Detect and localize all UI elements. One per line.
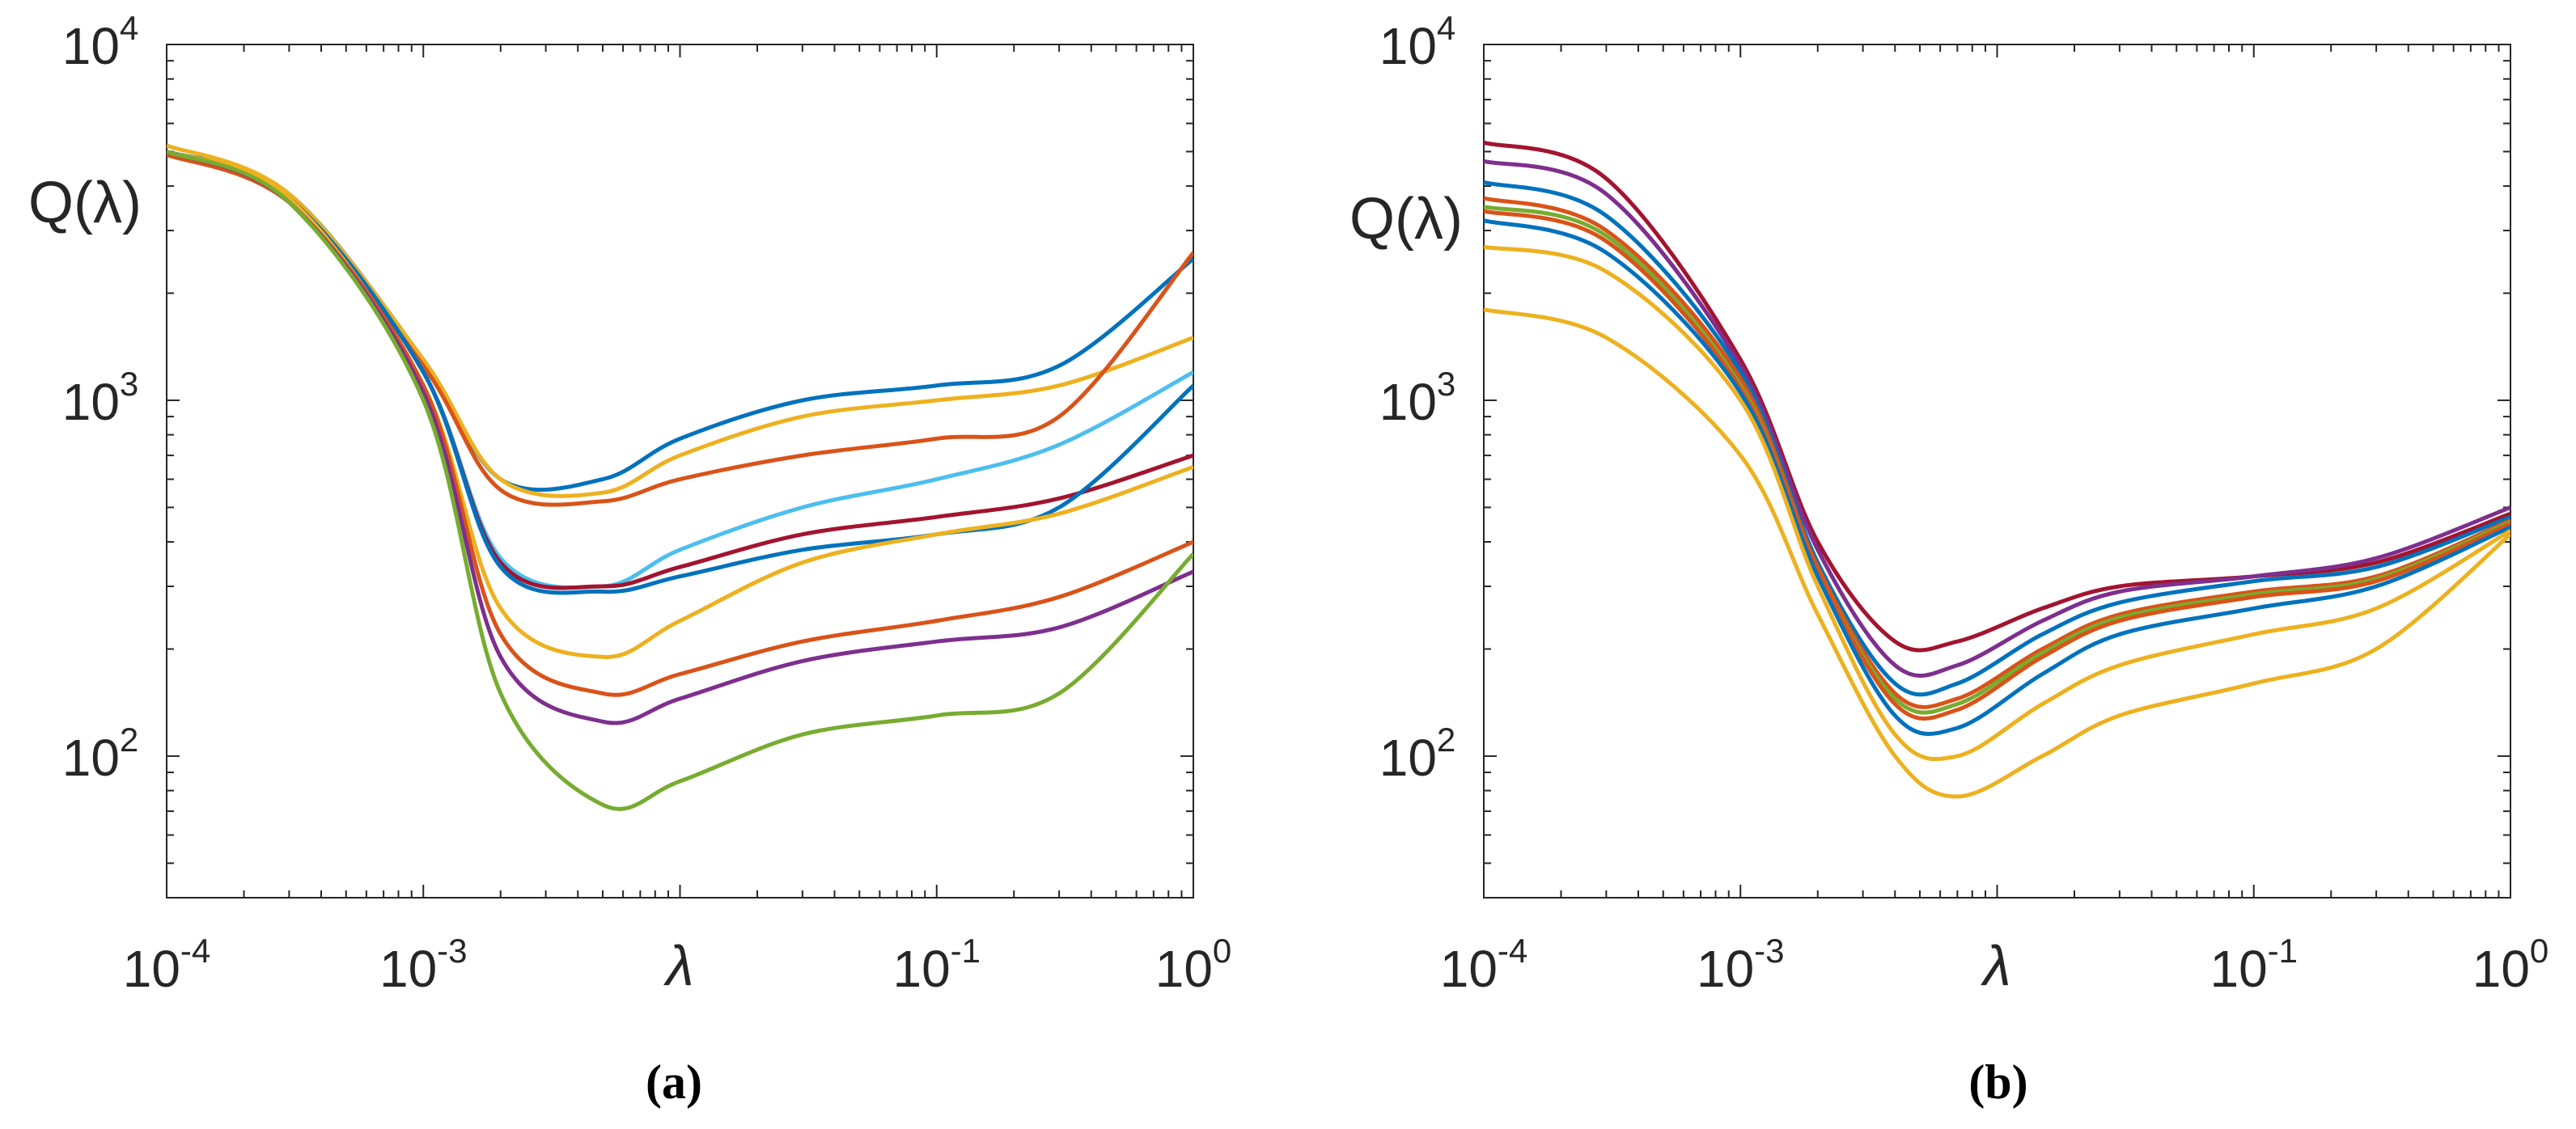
plot-area bbox=[1483, 44, 2511, 899]
x-tick-label: 10-4 bbox=[1440, 932, 1528, 998]
series-line-a-blue-mid bbox=[167, 150, 1193, 595]
x-tick-label: 10-1 bbox=[2210, 932, 2298, 998]
series-line-a-green bbox=[167, 150, 1193, 811]
series-group bbox=[1484, 140, 2510, 799]
series-line-a-yellow-top bbox=[167, 143, 1193, 498]
x-tick-label: 100 bbox=[2472, 932, 2549, 998]
series-line-b-orange bbox=[1484, 196, 2510, 709]
series-line-b-orange-thin bbox=[1484, 209, 2510, 721]
y-tick-label: 103 bbox=[1379, 365, 1456, 431]
y-axis-label: Q(λ) bbox=[1349, 187, 1463, 252]
x-tick-label: 10-3 bbox=[1697, 932, 1785, 998]
series-line-b-purple bbox=[1484, 159, 2510, 679]
caption-b: (b) bbox=[1968, 1055, 2027, 1109]
x-tick-label: 10-1 bbox=[892, 932, 981, 998]
y-tick-label: 104 bbox=[1379, 9, 1456, 75]
plot-area bbox=[166, 44, 1194, 899]
y-tick-label: 104 bbox=[62, 9, 139, 75]
x-axis-label: λ bbox=[663, 934, 693, 997]
series-line-b-blue-2 bbox=[1484, 218, 2510, 736]
y-tick-label: 102 bbox=[1379, 721, 1456, 787]
y-tick-label: 102 bbox=[62, 721, 139, 787]
series-line-b-blue-1 bbox=[1484, 180, 2510, 697]
panel-b-chart: 10-4 10-3 10-1 100 102 103 104 λ Q(λ) bbox=[1349, 9, 2548, 998]
y-axis-label: Q(λ) bbox=[28, 171, 142, 235]
series-line-b-yellow-1 bbox=[1484, 244, 2510, 762]
series-line-b-yellow-2 bbox=[1484, 307, 2510, 799]
x-tick-label: 10-4 bbox=[123, 932, 211, 998]
x-axis-label: λ bbox=[1980, 934, 2010, 997]
caption-a: (a) bbox=[646, 1055, 702, 1109]
x-tick-label: 100 bbox=[1155, 932, 1232, 998]
y-tick-label: 103 bbox=[62, 365, 139, 431]
x-tick-label: 10-3 bbox=[379, 932, 468, 998]
series-group bbox=[167, 143, 1193, 811]
series-line-b-green bbox=[1484, 205, 2510, 715]
panel-a-chart: 10-4 10-3 10-1 100 102 103 104 λ Q(λ) bbox=[28, 9, 1231, 998]
